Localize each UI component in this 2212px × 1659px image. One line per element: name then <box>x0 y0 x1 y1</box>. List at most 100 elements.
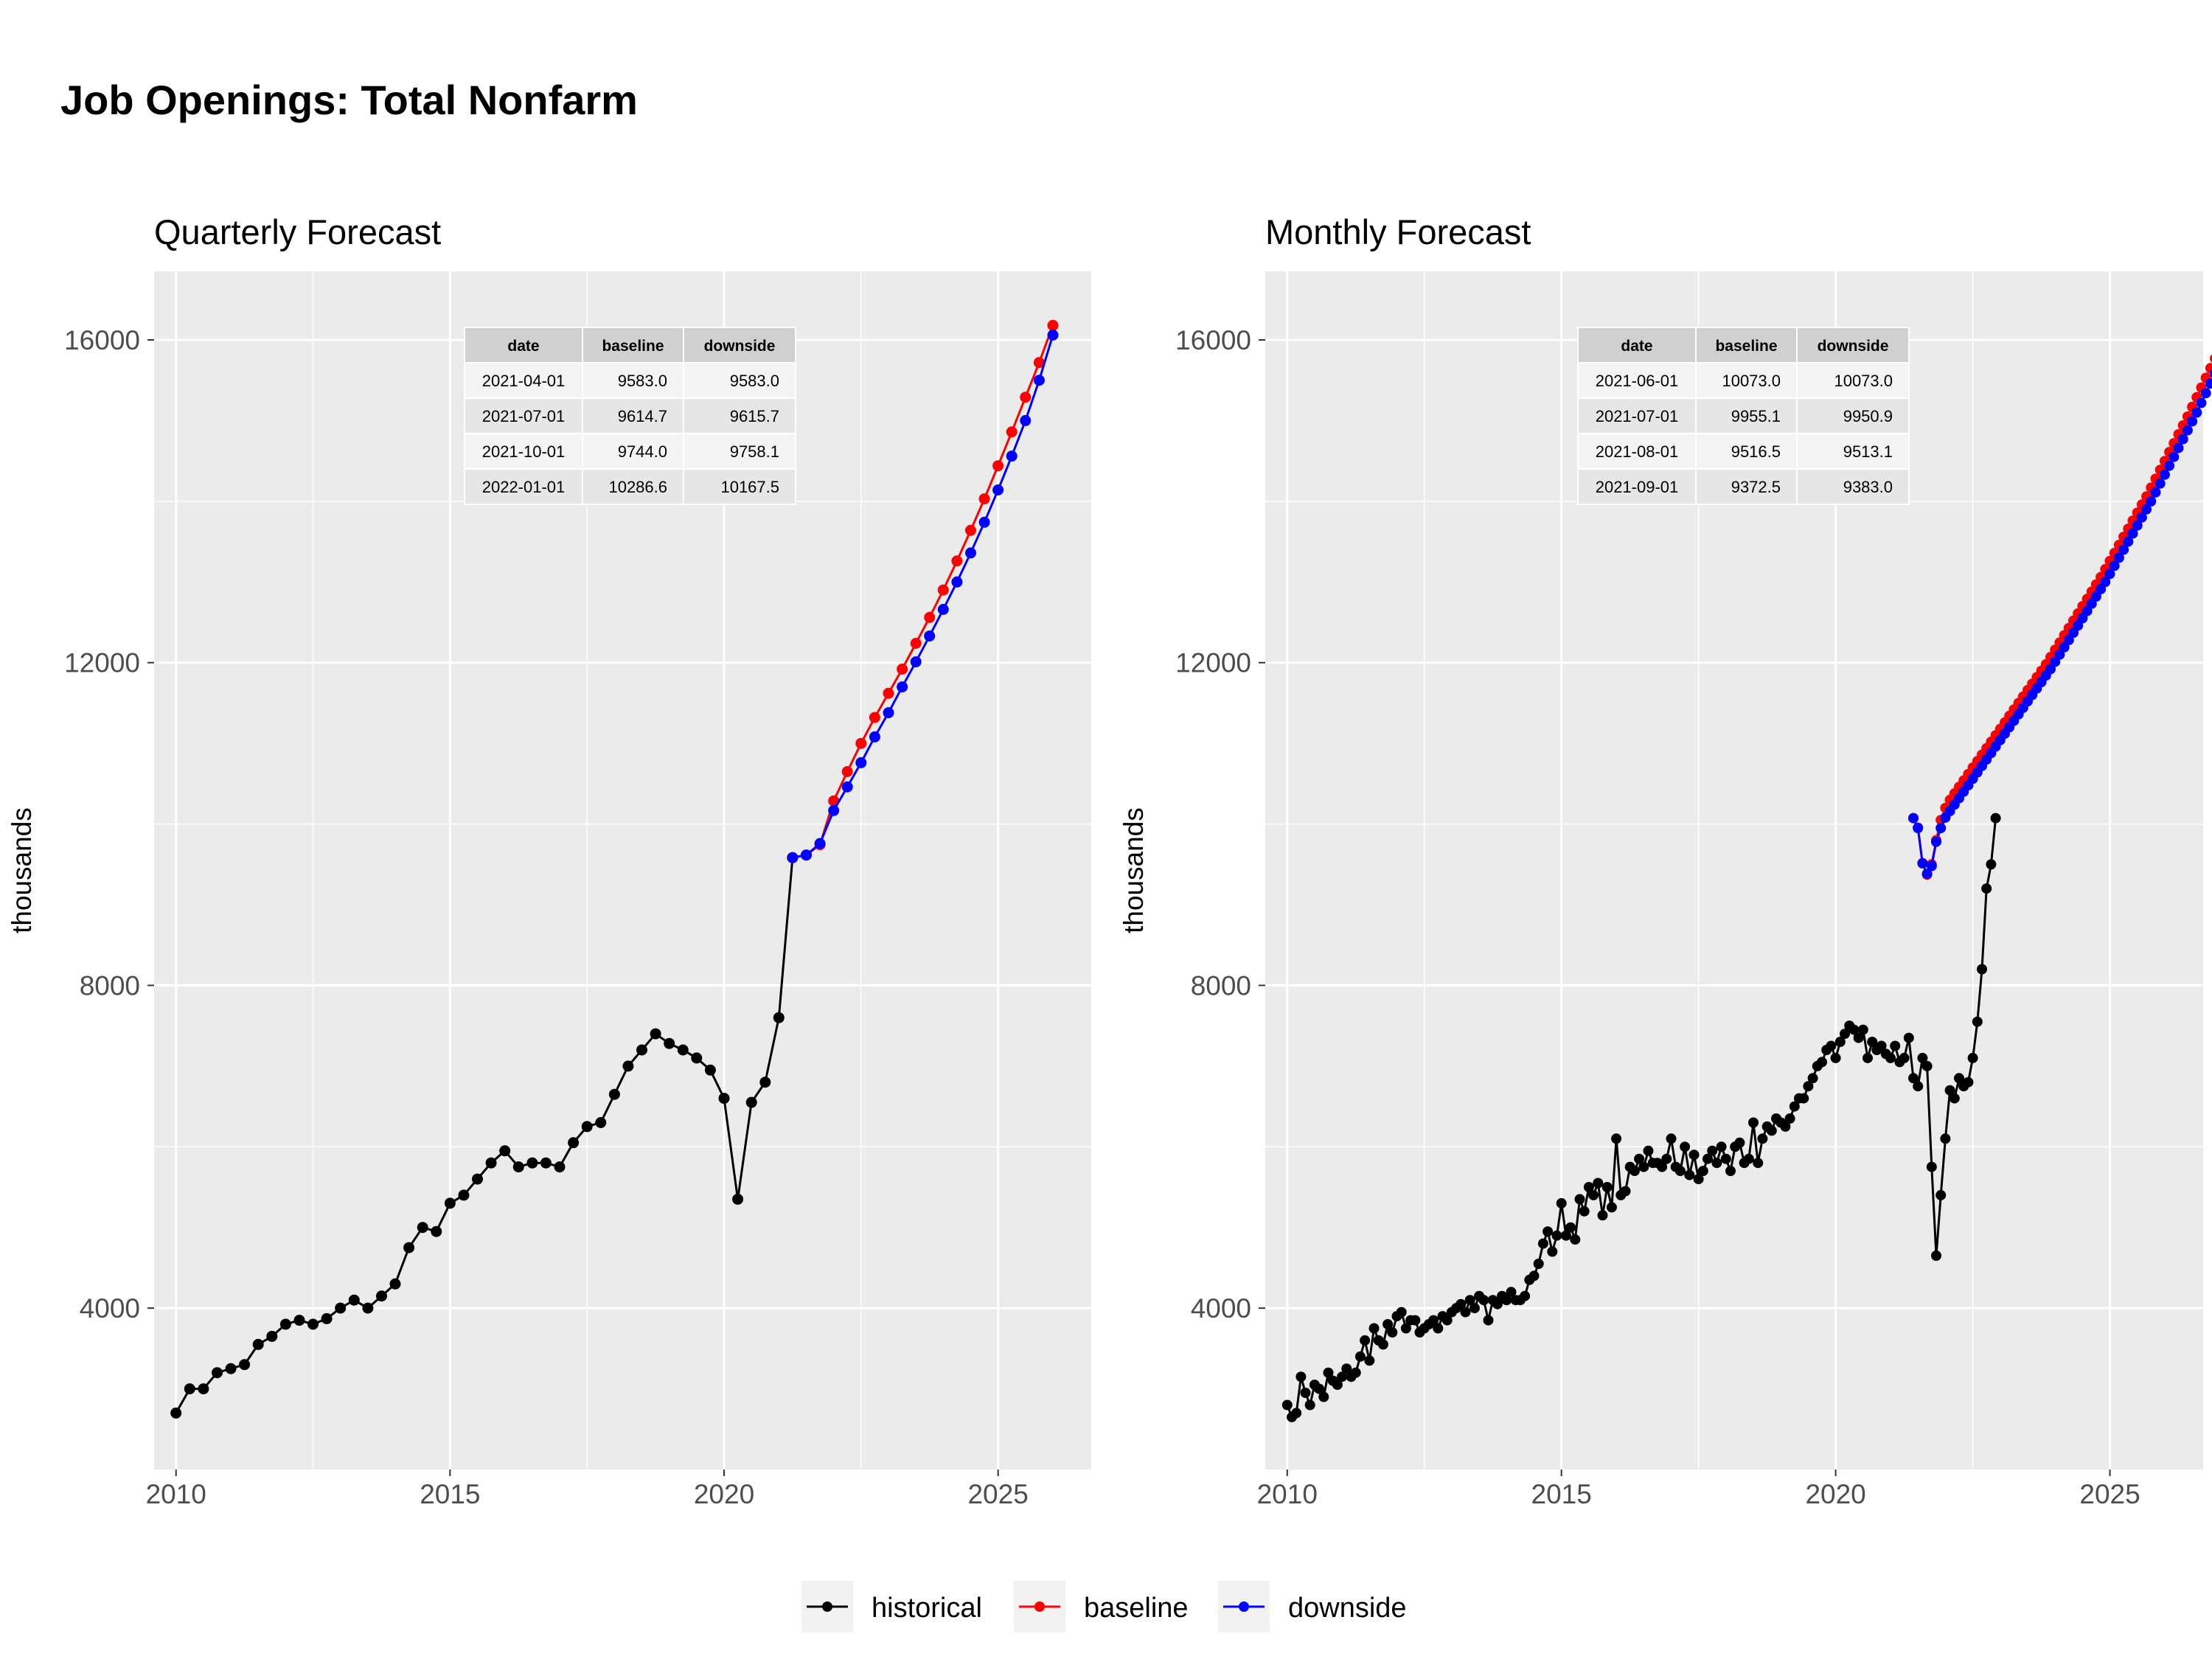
monthly-historical-point <box>1638 1161 1649 1172</box>
monthly-downside-point <box>2150 487 2161 498</box>
monthly-historical-point <box>1885 1052 1896 1063</box>
monthly-historical-point <box>1441 1315 1453 1326</box>
monthly-downside-point <box>2191 407 2202 418</box>
quarterly-y-axis-title: thousands <box>7 807 37 933</box>
monthly-historical-point <box>1867 1037 1878 1047</box>
monthly-downside-point <box>1931 836 1941 847</box>
monthly-historical-point <box>1560 1230 1571 1241</box>
quarterly-y-tick-label: 4000 <box>80 1293 140 1324</box>
quarterly-downside-point <box>828 804 840 816</box>
quarterly-historical-point <box>417 1222 428 1234</box>
monthly-historical-point <box>1931 1251 1941 1261</box>
monthly-historical-point <box>1318 1391 1329 1402</box>
quarterly-historical-point <box>321 1312 333 1324</box>
monthly-historical-point <box>1350 1367 1361 1378</box>
monthly-historical-point <box>1972 1016 1983 1027</box>
monthly-historical-point <box>1360 1335 1371 1346</box>
quarterly-baseline-point <box>841 766 853 777</box>
monthly-historical-point <box>1337 1371 1348 1382</box>
quarterly-historical-point <box>348 1294 360 1306</box>
monthly-downside-point <box>1935 823 1947 834</box>
quarterly-baseline-point <box>978 493 990 505</box>
monthly-historical-point <box>1464 1295 1475 1306</box>
quarterly-downside-point <box>1020 414 1032 426</box>
monthly-historical-point <box>1848 1024 1860 1035</box>
monthly-y-tick-label: 8000 <box>1191 970 1251 1001</box>
monthly-historical-point <box>1684 1169 1695 1180</box>
table-cell <box>582 362 684 399</box>
monthly-historical-point <box>1597 1210 1608 1221</box>
monthly-historical-point <box>1410 1315 1421 1326</box>
table-cell-value: 9615.7 <box>730 407 779 425</box>
monthly-historical-point <box>1643 1145 1654 1156</box>
quarterly-historical-point <box>198 1383 209 1395</box>
table-cell <box>683 433 796 470</box>
monthly-historical-point <box>1593 1178 1604 1189</box>
quarterly-x-tick-label: 2020 <box>694 1479 754 1509</box>
monthly-historical-point <box>1400 1323 1411 1334</box>
table-cell-value: 10167.5 <box>720 478 779 496</box>
quarterly-historical-point <box>773 1012 785 1023</box>
monthly-historical-point <box>1674 1166 1686 1177</box>
monthly-historical-point <box>1620 1186 1631 1197</box>
table-cell-value: 9516.5 <box>1731 442 1781 461</box>
monthly-historical-point <box>1492 1298 1503 1310</box>
monthly-historical-point <box>1725 1166 1736 1177</box>
quarterly-historical-point <box>568 1137 580 1149</box>
quarterly-historical-point <box>526 1157 538 1169</box>
table-cell-value: 9955.1 <box>1731 407 1781 425</box>
monthly-historical-point <box>1780 1121 1791 1132</box>
quarterly-historical-point <box>581 1121 593 1133</box>
monthly-y-tick-label: 12000 <box>1175 648 1251 678</box>
monthly-historical-point <box>1300 1388 1311 1398</box>
quarterly-baseline-point <box>937 584 949 596</box>
monthly-downside-point <box>2127 528 2138 539</box>
monthly-downside-point <box>2159 469 2170 480</box>
monthly-historical-point <box>1963 1077 1974 1088</box>
table-header-cell <box>683 327 796 364</box>
monthly-historical-point <box>1547 1246 1558 1257</box>
quarterly-baseline-point <box>1047 319 1059 331</box>
quarterly-baseline-point <box>897 664 908 675</box>
quarterly-historical-point <box>431 1225 442 1237</box>
quarterly-historical-point <box>664 1037 675 1049</box>
quarterly-historical-point <box>650 1028 661 1040</box>
monthly-historical-point <box>1944 1085 1955 1096</box>
monthly-historical-point <box>1830 1052 1841 1063</box>
monthly-historical-point <box>1634 1153 1645 1164</box>
quarterly-historical-point <box>376 1290 387 1302</box>
monthly-downside-point <box>2154 478 2166 489</box>
table-cell <box>683 397 796 434</box>
monthly-historical-point <box>1387 1327 1398 1338</box>
quarterly-historical-point <box>266 1330 278 1342</box>
table-cell-value: 9744.0 <box>618 442 667 461</box>
quarterly-historical-point <box>279 1318 291 1330</box>
monthly-historical-point <box>1291 1408 1302 1419</box>
monthly-historical-point <box>1917 1052 1928 1063</box>
monthly-downside-point <box>2200 388 2211 399</box>
quarterly-historical-point <box>540 1157 552 1169</box>
quarterly-historical-point <box>472 1173 483 1185</box>
table-header-label: downside <box>704 338 776 355</box>
monthly-historical-point <box>1469 1303 1480 1314</box>
table-header-label: downside <box>1818 338 1889 355</box>
monthly-historical-point <box>1537 1238 1548 1249</box>
quarterly-downside-point <box>883 707 894 719</box>
quarterly-y-tick-label: 8000 <box>80 970 140 1001</box>
monthly-historical-point <box>1501 1295 1512 1306</box>
monthly-y-tick-label: 4000 <box>1191 1293 1251 1324</box>
monthly-y-tick-label: 16000 <box>1175 325 1251 355</box>
quarterly-subtitle: Quarterly Forecast <box>154 212 441 251</box>
monthly-downside-point <box>2205 378 2212 389</box>
monthly-downside-point <box>2187 416 2198 427</box>
table-header-label: date <box>507 338 539 355</box>
quarterly-downside-point <box>992 484 1004 495</box>
quarterly-baseline-point <box>992 460 1004 472</box>
monthly-downside-point <box>2109 560 2120 571</box>
quarterly-historical-point <box>335 1302 347 1314</box>
table-cell-value: 9513.1 <box>1843 442 1893 461</box>
quarterly-x-tick-label: 2025 <box>967 1479 1028 1509</box>
quarterly-historical-point <box>677 1044 689 1056</box>
table-header-cell <box>464 327 583 364</box>
